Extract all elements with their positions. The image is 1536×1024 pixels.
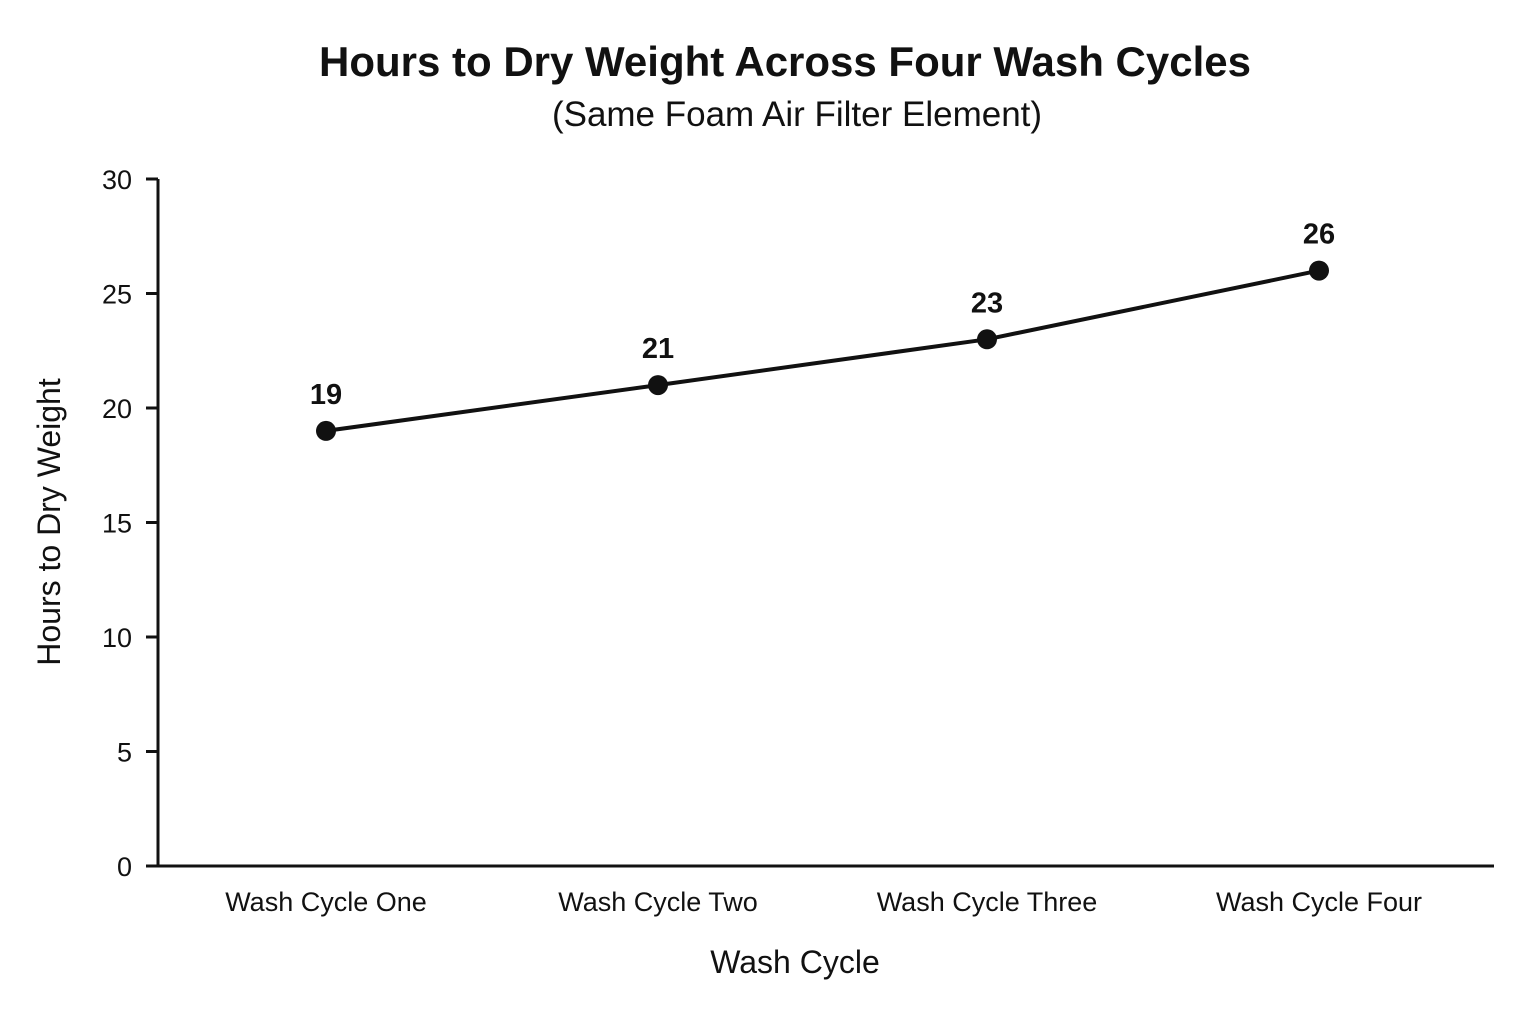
x-tick-label: Wash Cycle Four bbox=[1216, 887, 1422, 917]
x-tick-label: Wash Cycle Two bbox=[558, 887, 758, 917]
data-point-label: 19 bbox=[310, 379, 342, 411]
y-axis-title: Hours to Dry Weight bbox=[31, 378, 67, 666]
series-line bbox=[325, 268, 1320, 433]
data-point-label: 26 bbox=[1303, 219, 1335, 251]
data-point-marker bbox=[1309, 260, 1329, 281]
chart-subtitle: (Same Foam Air Filter Element) bbox=[552, 95, 1042, 134]
x-tick-label: Wash Cycle One bbox=[225, 887, 427, 917]
y-axis: 0 5 10 15 20 25 30 bbox=[102, 165, 160, 882]
x-axis-title: Wash Cycle bbox=[710, 944, 880, 980]
x-tick-label: Wash Cycle Three bbox=[877, 887, 1098, 917]
data-point-label: 23 bbox=[971, 287, 1003, 319]
y-tick-label: 0 bbox=[117, 852, 132, 882]
data-point-label: 21 bbox=[642, 333, 674, 365]
y-tick-label: 10 bbox=[102, 623, 132, 653]
y-tick-label: 30 bbox=[102, 165, 132, 195]
data-point-marker bbox=[648, 375, 668, 396]
y-tick-label: 15 bbox=[102, 509, 132, 539]
y-tick-label: 20 bbox=[102, 394, 132, 424]
data-point-marker bbox=[977, 329, 997, 350]
x-axis: Wash Cycle One Wash Cycle Two Wash Cycle T… bbox=[146, 864, 1494, 917]
chart-title: Hours to Dry Weight Across Four Wash Cyc… bbox=[319, 38, 1251, 85]
data-point-marker bbox=[316, 420, 336, 441]
y-tick-label: 25 bbox=[102, 280, 132, 310]
y-tick-label: 5 bbox=[117, 738, 132, 768]
data-series: 19 21 23 26 bbox=[310, 219, 1335, 441]
